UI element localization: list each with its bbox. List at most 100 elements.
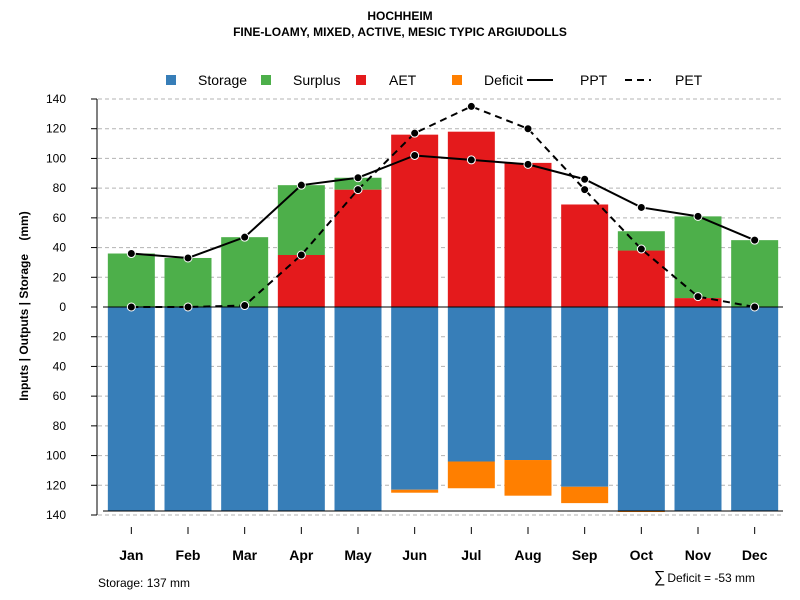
pet-point [693,292,703,302]
surplus-bar [221,237,269,307]
aet-bar [674,298,722,307]
storage-bar [277,307,325,511]
storage-bar [447,307,495,462]
legend-surplus-label: Surplus [293,72,340,88]
y-axis-label: Inputs | Outputs | Storage (mm) [17,211,31,400]
y-tick-label: 80 [53,181,67,195]
storage-bar [107,307,155,511]
pet-point [466,101,476,111]
y-tick-label: 40 [53,241,67,255]
x-tick-label: Jul [461,547,481,563]
chart-subtitle: FINE-LOAMY, MIXED, ACTIVE, MESIC TYPIC A… [233,25,567,39]
pet-line [131,105,755,308]
y-tick-label: 100 [46,449,66,463]
storage-bar [221,307,269,511]
deficit-footnote: ∑ Deficit = -53 mm [654,569,755,586]
aet-bar [561,204,609,307]
aet-bar [617,250,665,307]
pet-point [240,301,250,311]
x-tick-label: Jan [119,547,143,563]
legend-storage-label: Storage [198,72,247,88]
x-tick-label: Sep [572,547,598,563]
ppt-point [523,159,533,169]
surplus-bar [731,240,779,307]
y-tick-label: 140 [46,92,66,106]
axes: 140 120 100 80 60 40 20 0 20 40 60 80 100 120 140 Jan Fe… [46,92,768,563]
legend: Storage Surplus AET Deficit PPT PET [166,72,703,88]
surplus-bar [334,177,382,190]
x-tick-label: Dec [742,547,768,563]
aet-bar [334,189,382,307]
ppt-point [126,249,136,259]
aet-bar [504,162,552,307]
sum-symbol: ∑ [654,569,665,586]
storage-bar [334,307,382,511]
pet-point [296,250,306,260]
storage-bar [164,307,212,511]
x-tick-label: Aug [514,547,541,563]
deficit-bar [561,486,609,504]
ppt-point [636,202,646,212]
y-tick-label: 80 [53,419,67,433]
y-tick-label: 60 [53,389,67,403]
y-tick-label: 120 [46,122,66,136]
ppt-point [750,235,760,245]
y-tick-label: 100 [46,151,66,165]
legend-deficit-swatch [452,75,462,85]
surplus-bar [107,253,155,307]
pet-point [353,185,363,195]
legend-aet-label: AET [389,72,417,88]
ppt-line [131,154,756,259]
x-tick-label: Nov [685,547,712,563]
deficit-bar [504,460,552,496]
storage-bar [504,307,552,461]
lines [126,101,760,312]
x-tick-label: Jun [402,547,427,563]
y-tick-label: 60 [53,211,67,225]
legend-deficit-label: Deficit [484,72,523,88]
storage-bar [674,307,722,511]
ppt-point [580,174,590,184]
x-tick-label: May [344,547,371,563]
deficit-bar [447,461,495,489]
x-tick-label: Apr [289,547,314,563]
legend-storage-swatch [166,75,176,85]
pet-point [126,302,136,312]
storage-footnote: Storage: 137 mm [98,576,190,590]
pet-point [636,244,646,254]
storage-bar [561,307,609,487]
ppt-point [183,253,193,263]
storage-bar [391,307,439,490]
y-tick-label: 40 [53,359,67,373]
x-tick-label: Feb [176,547,201,563]
aet-bar [277,255,325,307]
y-tick-label: 20 [53,270,67,284]
ppt-point [240,232,250,242]
y-tick-label: 20 [53,330,67,344]
ppt-point [466,155,476,165]
deficit-bar [391,489,439,493]
grid-lines [98,98,783,516]
legend-aet-swatch [356,75,366,85]
ppt-point [296,180,306,190]
pet-point [523,124,533,134]
y-tick-label: 0 [59,300,66,314]
pet-point [750,302,760,312]
ppt-point [693,211,703,221]
pet-point [580,185,590,195]
y-tick-label: 140 [46,508,66,522]
surplus-bar [164,257,212,307]
surplus-bar [674,216,722,299]
deficit-total: Deficit = -53 mm [667,571,755,585]
pet-point [183,302,193,312]
ppt-point [410,150,420,160]
y-tick-label: 120 [46,478,66,492]
storage-bar [617,307,665,511]
aet-bar [391,134,439,307]
bars [103,131,783,513]
x-tick-label: Mar [232,547,257,563]
legend-surplus-swatch [261,75,271,85]
chart-title: HOCHHEIM [367,9,432,23]
pet-point [410,128,420,138]
